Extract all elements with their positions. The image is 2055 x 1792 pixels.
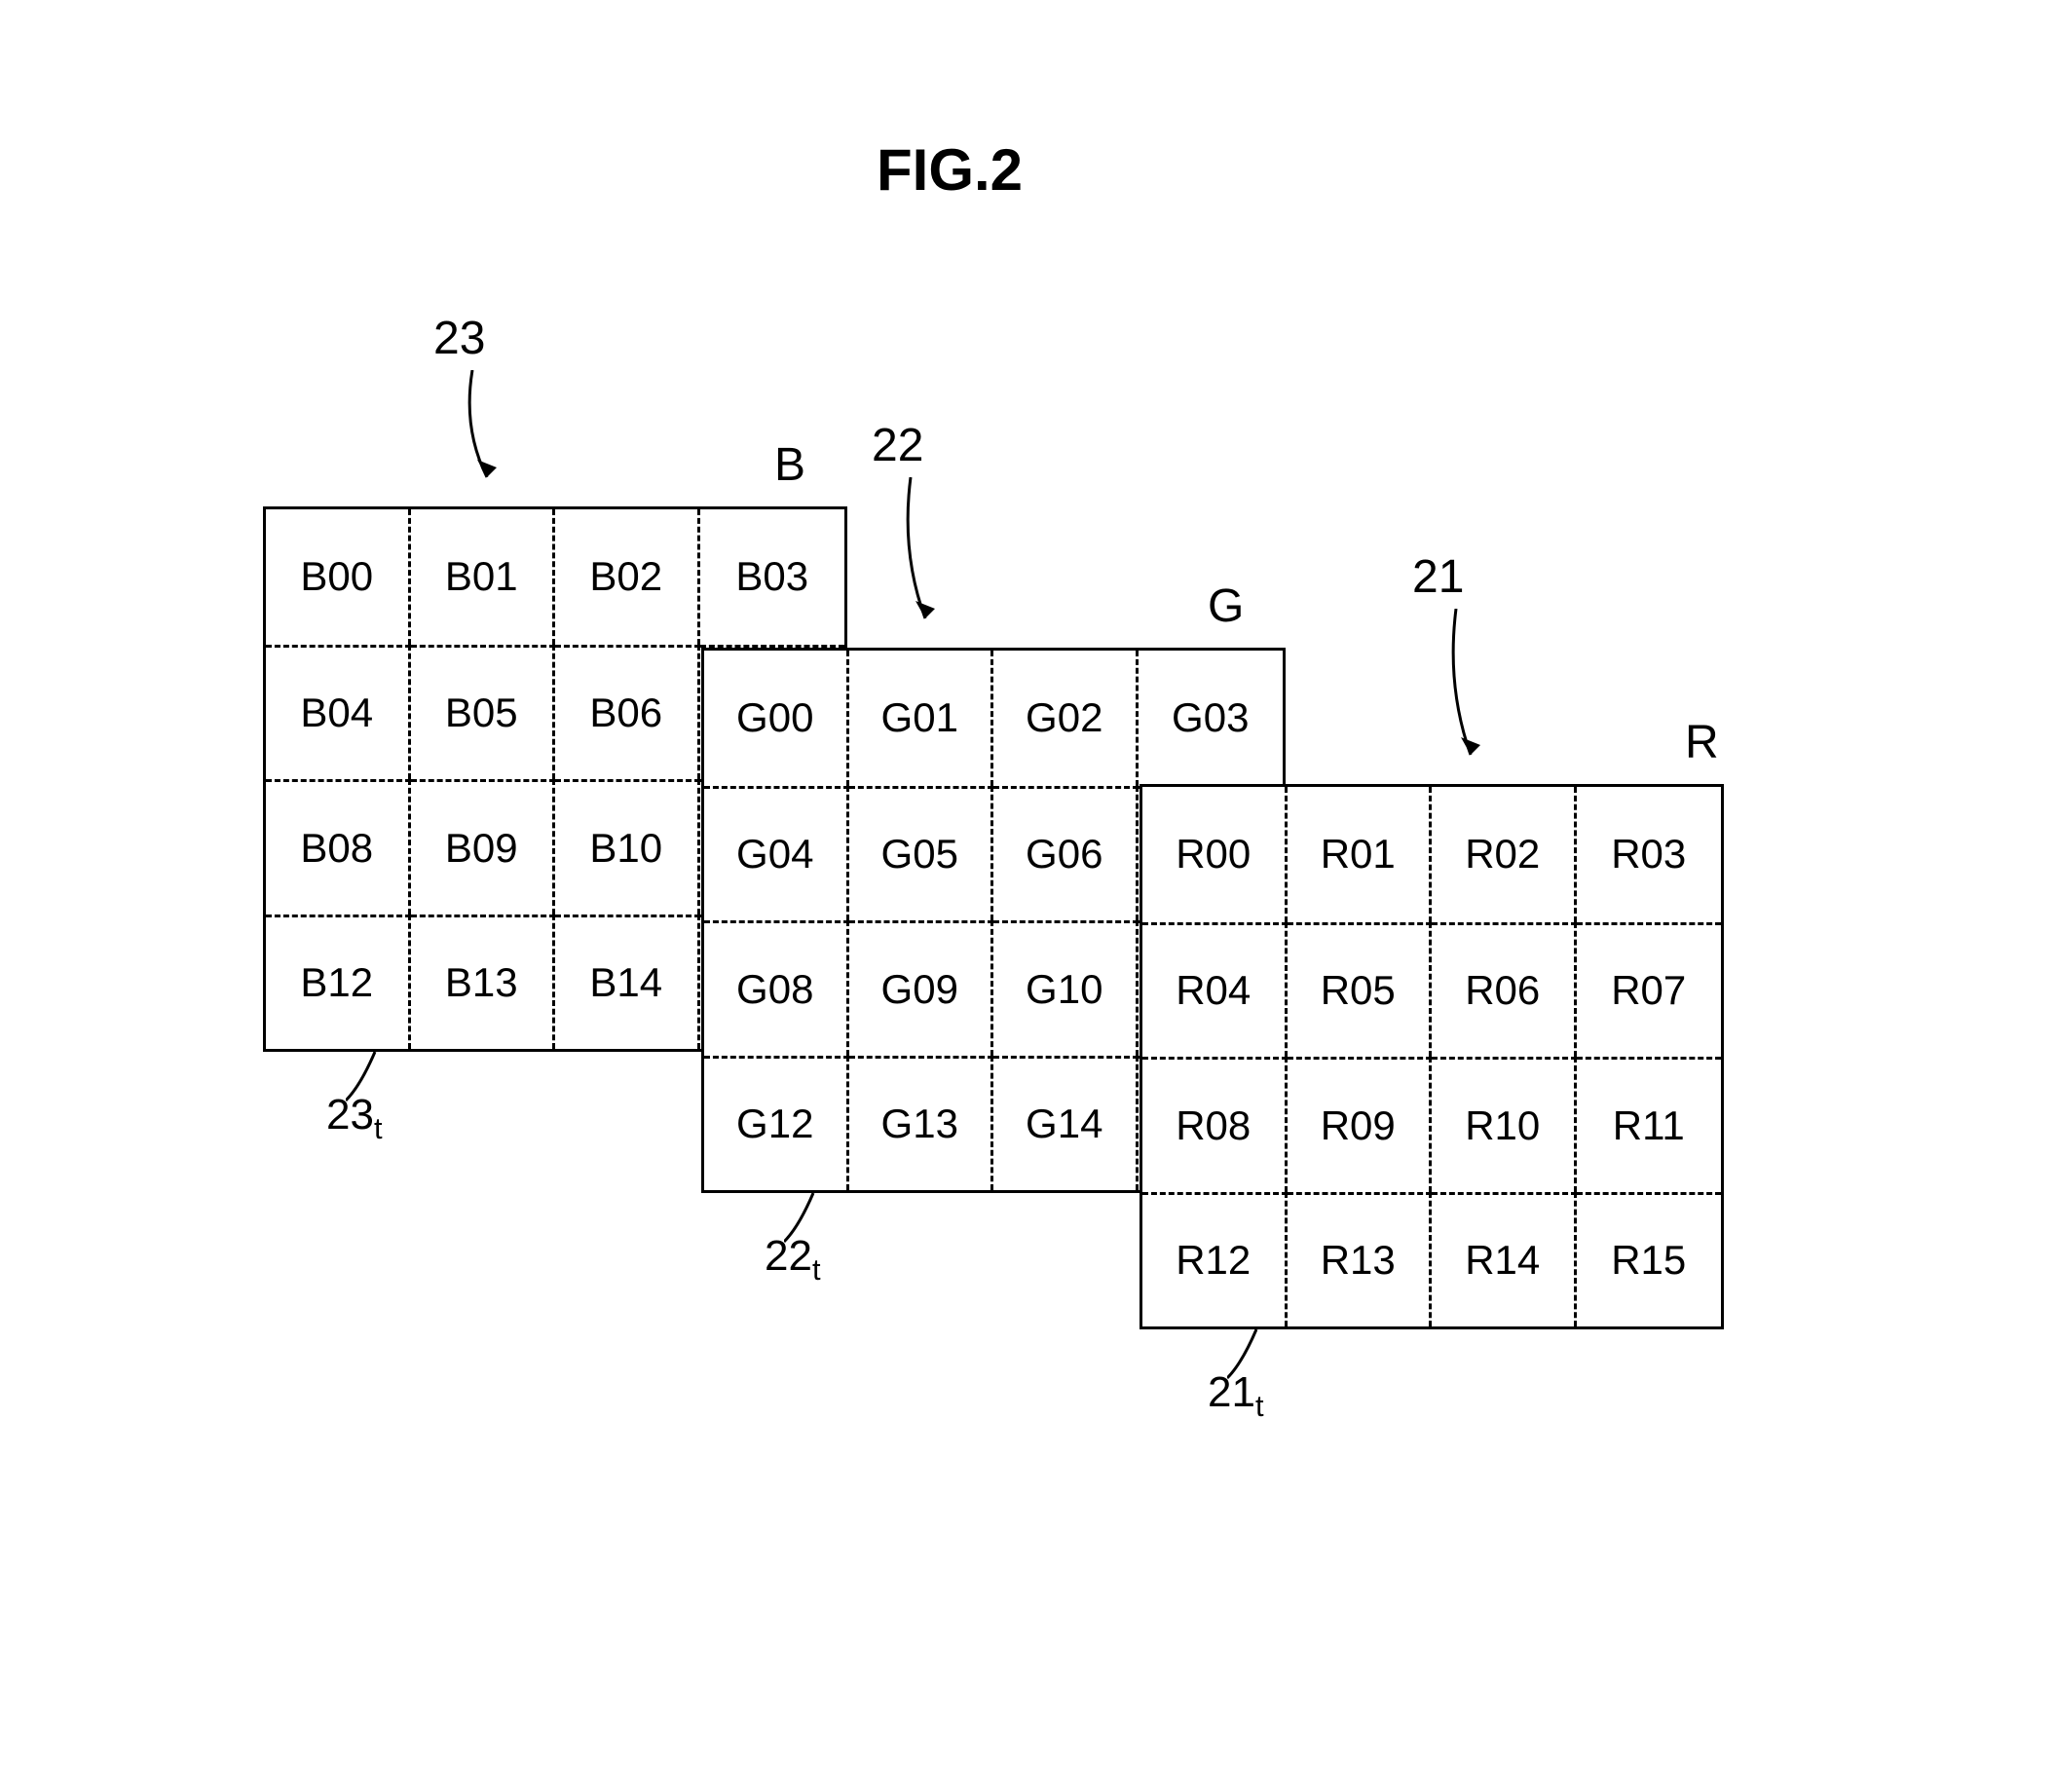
grid-cell: B01 [411, 509, 556, 645]
grid-cell: G03 [1139, 651, 1284, 786]
ref-num-g: 22 [872, 419, 923, 472]
grid-cell: R07 [1577, 922, 1722, 1058]
grid-cell: B06 [555, 645, 700, 780]
grid-cell: G01 [849, 651, 994, 786]
grid-cell: B13 [411, 915, 556, 1050]
grid-cell: G05 [849, 786, 994, 921]
grid-cell: G10 [993, 920, 1139, 1056]
grid-cell: R06 [1432, 922, 1577, 1058]
arrow-r [1437, 609, 1514, 784]
grid-cell: R04 [1142, 922, 1288, 1058]
grid-cell: G06 [993, 786, 1139, 921]
grid-cell: G13 [849, 1056, 994, 1191]
arrow-b [453, 370, 531, 506]
grid-cell: R15 [1577, 1192, 1722, 1327]
grid-cell: G08 [704, 920, 849, 1056]
grid-cell: R02 [1432, 787, 1577, 922]
grid-cell: G04 [704, 786, 849, 921]
grid-cell: R00 [1142, 787, 1288, 922]
grid-cell: R09 [1288, 1057, 1433, 1192]
label-r: R [1685, 716, 1719, 769]
grid-cell: B02 [555, 509, 700, 645]
grid-cell: B05 [411, 645, 556, 780]
grid-cell: R01 [1288, 787, 1433, 922]
label-b: B [774, 438, 805, 492]
grid-cell: B03 [700, 509, 845, 645]
label-g: G [1208, 579, 1244, 633]
grid-cell: B08 [266, 779, 411, 915]
grid-cell: G02 [993, 651, 1139, 786]
grid-cell: R03 [1577, 787, 1722, 922]
grid-cell: G00 [704, 651, 849, 786]
grid-cell: G14 [993, 1056, 1139, 1191]
grid-cell: B12 [266, 915, 411, 1050]
ref-num-b: 23 [433, 312, 485, 365]
grid-cell: R13 [1288, 1192, 1433, 1327]
grid-cell: R10 [1432, 1057, 1577, 1192]
sub-label-r: 21t [1208, 1368, 1264, 1424]
grid-cell: R05 [1288, 922, 1433, 1058]
grid-cell: G12 [704, 1056, 849, 1191]
grid-cell: B04 [266, 645, 411, 780]
sub-label-b: 23t [326, 1091, 383, 1146]
sub-label-g: 22t [765, 1232, 821, 1288]
grid-cell: B00 [266, 509, 411, 645]
grid-cell: R12 [1142, 1192, 1288, 1327]
grid-cell: B10 [555, 779, 700, 915]
grid-cell: R11 [1577, 1057, 1722, 1192]
grid-cell: R14 [1432, 1192, 1577, 1327]
ref-num-r: 21 [1412, 550, 1464, 604]
grid-cell: G09 [849, 920, 994, 1056]
arrow-g [891, 477, 969, 648]
figure-title: FIG.2 [877, 136, 1023, 204]
grid-r: R00R01R02R03R04R05R06R07R08R09R10R11R12R… [1140, 784, 1724, 1329]
grid-cell: B09 [411, 779, 556, 915]
grid-cell: B14 [555, 915, 700, 1050]
grid-cell: R08 [1142, 1057, 1288, 1192]
